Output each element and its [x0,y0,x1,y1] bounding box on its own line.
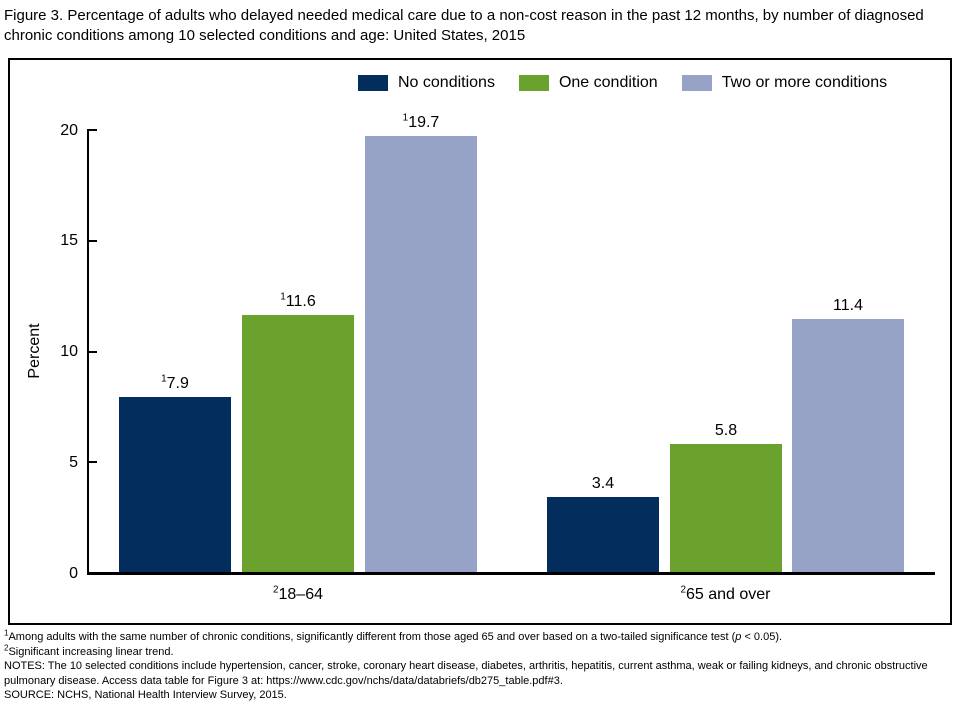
trend-superscript: 2 [272,584,279,596]
bar-no-conditions-2 [547,497,659,572]
significance-superscript: 1 [402,112,409,124]
bar-one-condition-2 [670,444,782,572]
y-axis-title: Percent [26,322,43,379]
y-axis-tick-label: 5 [69,453,78,471]
bar-two-or-more-conditions-2 [792,319,904,572]
trend-superscript: 2 [680,584,686,596]
footnote-2-text: Significant increasing linear trend. [8,645,174,658]
figure-notes: NOTES: The 10 selected conditions includ… [4,660,928,687]
bar-two-or-more-conditions-1 [365,136,477,572]
y-axis-tick [89,239,97,242]
x-axis-baseline [87,572,935,575]
figure-footnotes: 1Among adults with the same number of ch… [4,628,958,703]
legend-label-no-conditions: No conditions [398,74,495,91]
footnote-1-superscript: 1 [4,628,9,638]
footnote-1-text-end: < 0.05). [741,631,783,643]
legend-item-one-condition: One condition [518,74,658,92]
legend-item-two-or-more: Two or more conditions [681,74,888,92]
bar-value-label: 5.8 [714,422,738,439]
footnote-2-superscript: 2 [4,642,9,652]
y-axis-tick-label: 20 [60,121,78,139]
significance-superscript: 1 [280,291,286,303]
bar-value-label: 119.7 [402,112,440,131]
legend-label-two-or-more: Two or more conditions [721,74,888,91]
legend-swatch-two-or-more [681,75,712,91]
bar-value-label: 3.4 [591,475,615,492]
y-axis-line [87,129,89,575]
legend-swatch-no-conditions [358,75,388,91]
bar-one-condition-1 [242,315,354,572]
plot-area: 0 5 10 15 20 Percent 17.9 3.4 111.6 5.8 119.7 11.4 2… [10,60,950,623]
significance-superscript: 1 [161,373,167,385]
y-axis-tick-label: 10 [60,343,78,360]
legend-swatch-one-condition [518,75,549,91]
footnote-1-p-symbol: p [735,631,742,643]
y-axis-tick-label: 15 [60,232,78,250]
y-axis-tick [89,129,97,131]
x-category-label: 218–64 [272,584,324,603]
figure-title: Figure 3. Percentage of adults who delay… [4,7,924,44]
y-axis-tick [89,350,97,353]
footnote-1-text: Among adults with the same number of chr… [8,631,736,643]
footnote-1: 1Among adults with the same number of ch… [4,628,958,645]
y-axis-tick-label: 0 [69,564,78,582]
footnote-2: 2Significant increasing linear trend. [4,642,958,660]
legend-item-no-conditions: No conditions [358,74,495,92]
bar-value-label: 17.9 [161,373,189,392]
legend-label-one-condition: One condition [558,74,658,91]
bar-value-label: 11.4 [833,297,863,314]
chart-legend: No conditions One condition Two or more … [358,74,887,92]
bar-value-label: 111.6 [280,291,316,310]
bar-no-conditions-1 [119,397,231,572]
figure-source: SOURCE: NCHS, National Health Interview … [4,689,287,701]
x-category-label: 265 and over [680,584,771,603]
y-axis-tick [89,461,97,464]
chart-frame: No conditions One condition Two or more … [8,58,952,625]
